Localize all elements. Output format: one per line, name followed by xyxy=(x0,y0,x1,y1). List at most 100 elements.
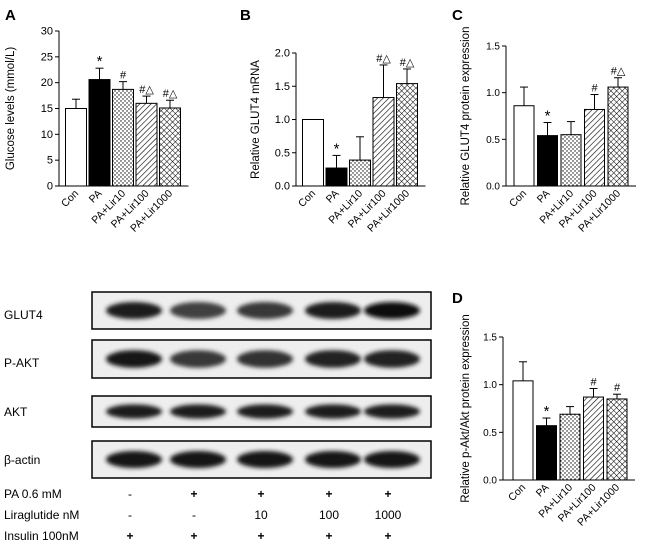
y-axis-title: Relative GLUT4 protein expression xyxy=(460,27,472,206)
y-axis-title: Relative p-Akt/Akt protein expression xyxy=(460,314,472,503)
y-tick-label: 0.5 xyxy=(486,135,500,146)
condition-row: Insulin 100nM + + + + + xyxy=(4,529,392,543)
bar-pa xyxy=(537,135,558,187)
bar-pa-lir1000 xyxy=(396,83,418,187)
bar-con xyxy=(513,105,535,187)
y-axis-title: Glucose levels (mmol/L) xyxy=(5,47,17,171)
protein-band xyxy=(364,404,420,419)
y-tick-label: 10 xyxy=(41,129,53,141)
condition-row: Liraglutide nM - - 10 100 1000 xyxy=(4,508,402,522)
significance-marker: #△ xyxy=(139,84,154,96)
bar-con xyxy=(512,380,534,481)
protein-band xyxy=(305,450,361,469)
blot-label: P-AKT xyxy=(4,356,40,370)
y-tick-label: 1.5 xyxy=(275,81,290,93)
y-tick-label: 1.0 xyxy=(486,88,500,99)
bar-pa-lir100 xyxy=(372,97,395,187)
y-tick-label: 0.5 xyxy=(483,428,497,439)
bar-con xyxy=(302,119,324,187)
blot-label: β-actin xyxy=(4,453,40,467)
y-tick-label: 1.0 xyxy=(275,114,290,126)
y-tick-label: 0.0 xyxy=(486,182,500,193)
protein-band xyxy=(170,301,226,320)
condition-label: PA 0.6 mM xyxy=(4,487,62,501)
bar-pa xyxy=(88,79,111,187)
significance-marker: # xyxy=(120,70,127,82)
x-tick-label: Con xyxy=(506,482,528,504)
protein-band xyxy=(170,350,226,368)
panel-letter: C xyxy=(452,7,463,24)
bar-pa-lir100 xyxy=(135,102,158,187)
protein-band xyxy=(305,350,361,368)
bar-pa-lir1000 xyxy=(607,86,629,187)
x-tick-label: PA xyxy=(535,188,553,206)
bar-pa-lir10 xyxy=(112,88,134,187)
y-tick-label: 1.5 xyxy=(483,333,497,344)
blot-row-p-akt: P-AKT xyxy=(4,339,432,379)
significance-marker: * xyxy=(334,140,340,157)
protein-band xyxy=(364,350,420,368)
condition-value: + xyxy=(325,487,332,501)
chart-panel-b: B 0.0 0.5 1.0 1.5 2.0 Relative GLUT4 mRNA Con * P… xyxy=(240,7,426,235)
y-tick-label: 0.5 xyxy=(275,147,290,159)
blot-row-akt: AKT xyxy=(4,395,432,428)
y-tick-label: 15 xyxy=(41,103,53,115)
y-tick-label: 1.0 xyxy=(483,380,497,391)
y-tick-label: 2.0 xyxy=(275,48,290,60)
condition-value: + xyxy=(126,529,133,543)
y-tick-label: 1.5 xyxy=(486,42,500,53)
panel-letter: A xyxy=(5,7,16,24)
protein-band xyxy=(237,350,293,368)
condition-value: 100 xyxy=(319,508,339,522)
condition-value: + xyxy=(190,487,197,501)
significance-marker: * xyxy=(97,53,103,70)
x-tick-label: Con xyxy=(59,188,81,210)
protein-band xyxy=(237,404,293,419)
condition-value: + xyxy=(384,487,391,501)
x-tick-label: Con xyxy=(296,188,318,210)
condition-value: + xyxy=(190,529,197,543)
panel-letter: B xyxy=(240,7,251,24)
significance-marker: #△ xyxy=(163,88,178,100)
protein-band xyxy=(305,404,361,419)
y-tick-label: 30 xyxy=(41,26,53,38)
bar-pa-lir1000 xyxy=(159,107,181,187)
bar-pa-lir100 xyxy=(583,396,604,481)
significance-marker: # xyxy=(591,83,598,95)
condition-value: 10 xyxy=(254,508,268,522)
protein-band xyxy=(305,301,361,320)
condition-value: - xyxy=(128,487,132,501)
bar-pa-lir10 xyxy=(349,159,371,187)
blot-row--actin: β-actin xyxy=(4,440,432,479)
condition-value: + xyxy=(325,529,332,543)
protein-band xyxy=(170,404,226,419)
protein-band xyxy=(364,301,420,320)
significance-marker: #△ xyxy=(400,57,415,69)
blot-label: AKT xyxy=(4,405,28,419)
chart-panel-a: A 0 5 10 15 20 25 30 Glucose levels (mmol/L) Con *… xyxy=(5,7,189,235)
protein-band xyxy=(106,450,162,469)
condition-value: - xyxy=(192,508,196,522)
bar-con xyxy=(65,108,87,187)
chart-panel-d: D 0.0 0.5 1.0 1.5 Relative p-Akt/Akt protein … xyxy=(452,290,635,529)
x-tick-label: Con xyxy=(507,188,529,210)
protein-band xyxy=(237,450,293,469)
y-tick-label: 5 xyxy=(47,155,53,167)
y-tick-label: 25 xyxy=(41,51,53,63)
panel-letter: D xyxy=(452,290,463,307)
x-tick-label: PA xyxy=(534,482,552,500)
bar-pa-lir10 xyxy=(560,134,582,187)
y-tick-label: 0 xyxy=(47,181,53,193)
condition-value: + xyxy=(257,529,264,543)
protein-band xyxy=(106,350,162,368)
significance-marker: # xyxy=(614,382,621,394)
bar-pa-lir10 xyxy=(559,413,581,481)
condition-value: + xyxy=(384,529,391,543)
condition-value: + xyxy=(257,487,264,501)
y-tick-label: 20 xyxy=(41,77,53,89)
significance-marker: * xyxy=(545,108,551,125)
protein-band xyxy=(170,450,226,469)
y-tick-label: 0.0 xyxy=(483,476,497,487)
x-tick-label: PA xyxy=(324,188,342,206)
